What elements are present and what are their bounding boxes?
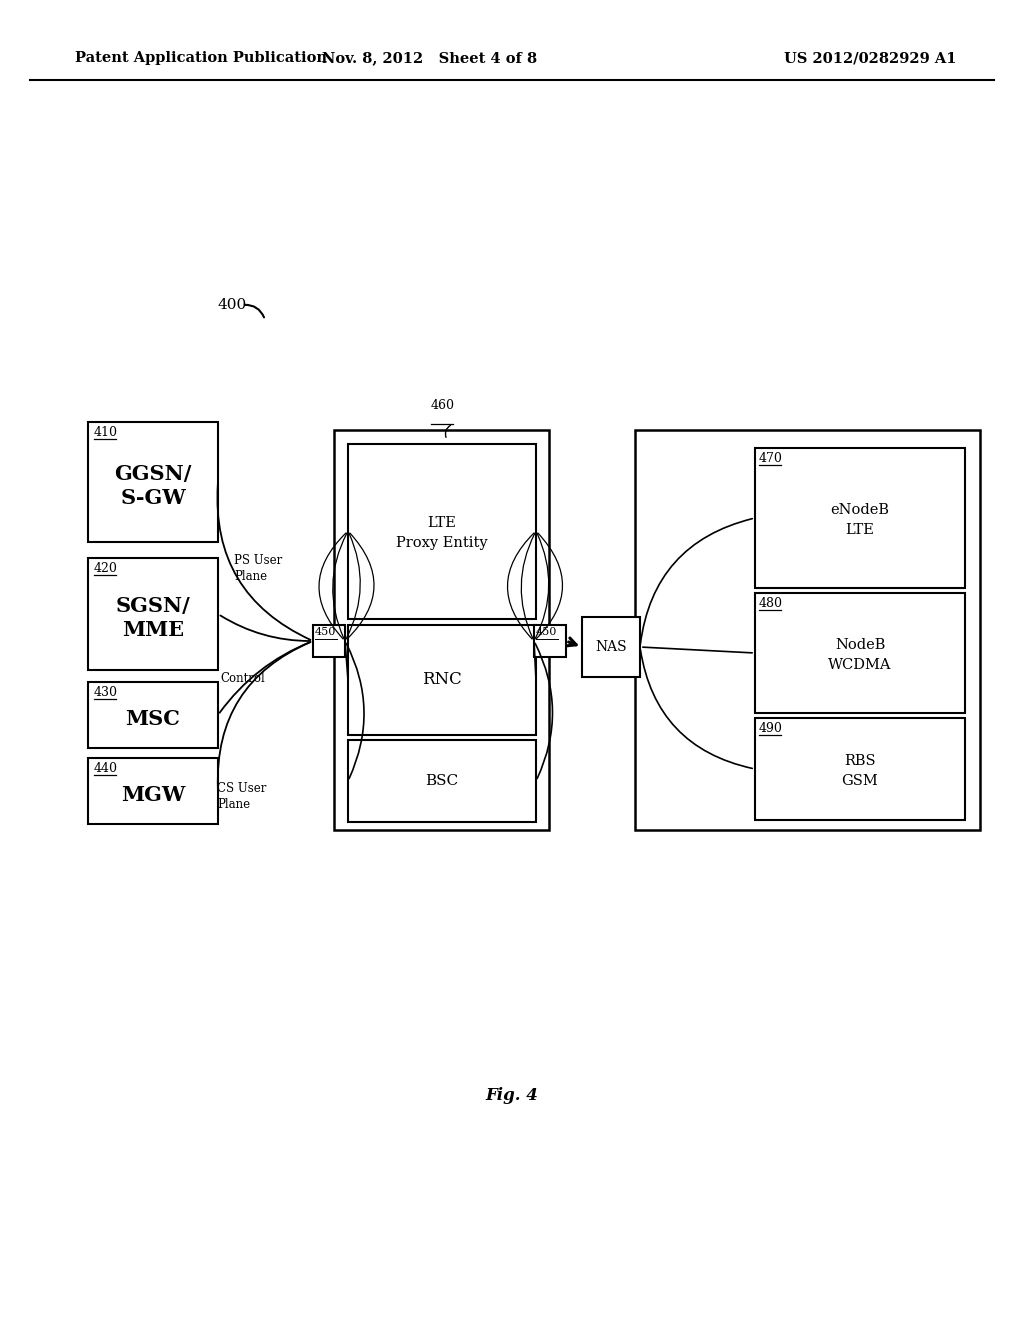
Text: WCDMA: WCDMA	[828, 657, 892, 672]
Text: LTE: LTE	[846, 523, 874, 537]
Bar	[88, 682, 218, 748]
Bar	[348, 624, 536, 735]
Text: CS User: CS User	[217, 781, 266, 795]
Bar	[534, 624, 566, 657]
Text: 440: 440	[94, 762, 118, 775]
Text: Nov. 8, 2012   Sheet 4 of 8: Nov. 8, 2012 Sheet 4 of 8	[323, 51, 538, 65]
Text: GSM: GSM	[842, 774, 879, 788]
Text: 470: 470	[759, 451, 783, 465]
Text: RNC: RNC	[422, 672, 462, 689]
Text: BSC: BSC	[425, 774, 459, 788]
Text: LTE: LTE	[428, 516, 457, 531]
Bar	[313, 624, 345, 657]
Text: 420: 420	[94, 562, 118, 576]
Text: SGSN/: SGSN/	[116, 597, 190, 616]
Bar	[755, 447, 965, 587]
Text: 430: 430	[94, 686, 118, 700]
Text: 400: 400	[218, 298, 247, 312]
Text: NAS: NAS	[595, 640, 627, 653]
Text: eNodeB: eNodeB	[830, 503, 890, 517]
Text: 480: 480	[759, 597, 783, 610]
Bar	[755, 593, 965, 713]
Text: Patent Application Publication: Patent Application Publication	[75, 51, 327, 65]
Text: 450: 450	[536, 627, 557, 638]
Text: MSC: MSC	[126, 709, 180, 729]
Text: PS User: PS User	[234, 554, 283, 568]
Text: MGW: MGW	[121, 785, 185, 805]
Text: 490: 490	[759, 722, 783, 735]
Bar	[348, 741, 536, 822]
Text: Proxy Entity: Proxy Entity	[396, 536, 487, 550]
Bar	[88, 558, 218, 671]
Text: GGSN/: GGSN/	[115, 465, 191, 484]
Bar	[635, 430, 980, 830]
Bar	[348, 444, 536, 619]
Text: Plane: Plane	[217, 799, 250, 810]
Bar	[88, 422, 218, 543]
Bar	[755, 718, 965, 820]
Text: S-GW: S-GW	[120, 488, 186, 508]
Text: MME: MME	[122, 620, 184, 640]
Bar	[334, 430, 549, 830]
Text: 450: 450	[315, 627, 336, 638]
Text: Plane: Plane	[234, 570, 267, 583]
Bar	[88, 758, 218, 824]
Text: Fig. 4: Fig. 4	[485, 1086, 539, 1104]
Text: NodeB: NodeB	[835, 638, 885, 652]
Text: US 2012/0282929 A1: US 2012/0282929 A1	[783, 51, 956, 65]
Text: RBS: RBS	[844, 754, 876, 768]
Bar	[582, 616, 640, 677]
Text: Control: Control	[220, 672, 265, 685]
Text: 410: 410	[94, 426, 118, 440]
Text: 460: 460	[431, 399, 455, 412]
